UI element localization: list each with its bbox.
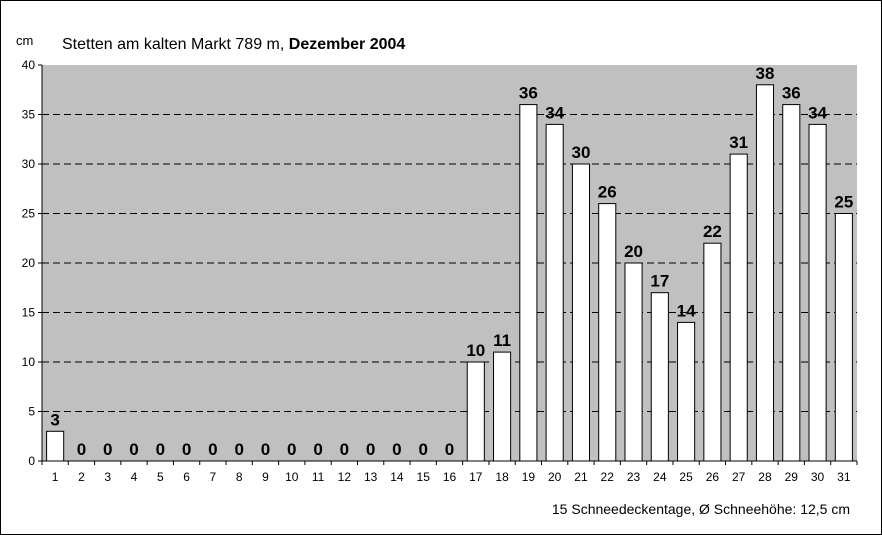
y-tick-label-30: 30 [22,157,36,171]
x-tick-label-31: 31 [837,470,851,484]
y-tick-label-25: 25 [22,207,36,221]
x-tick-label-17: 17 [469,470,483,484]
data-label-day-11: 0 [313,440,322,459]
y-tick-label-5: 5 [28,405,35,419]
chart-title: Stetten am kalten Markt 789 m, Dezember … [62,36,405,53]
chart-title-period: Dezember 2004 [289,36,406,53]
data-label-day-29: 36 [782,84,801,103]
data-label-day-13: 0 [366,440,375,459]
data-label-day-1: 3 [50,410,59,429]
x-tick-label-24: 24 [653,470,667,484]
x-tick-label-11: 11 [312,470,325,484]
grid-lines [42,114,857,412]
x-tick-label-9: 9 [262,470,269,484]
data-label-day-20: 34 [545,103,564,122]
data-label-day-23: 20 [624,242,643,261]
y-axis-unit-label: cm [16,33,33,48]
bar-day-24 [650,292,669,462]
y-tick-label-35: 35 [22,108,36,122]
x-tick-label-14: 14 [390,470,404,484]
bar-day-26 [703,242,722,462]
x-tick-label-1: 1 [52,470,59,484]
data-label-day-17: 10 [466,341,485,360]
x-tick-label-25: 25 [679,470,693,484]
x-tick-label-13: 13 [364,470,378,484]
x-tick-label-20: 20 [548,470,562,484]
y-tick-label-0: 0 [28,454,35,468]
y-tick-label-20: 20 [22,256,36,270]
data-label-day-3: 0 [103,440,112,459]
x-tick-label-30: 30 [811,470,825,484]
bar-day-18 [493,351,512,462]
x-tick-label-7: 7 [210,470,217,484]
x-tick-label-10: 10 [285,470,299,484]
data-label-day-16: 0 [445,440,454,459]
data-label-day-18: 11 [493,331,511,350]
data-label-day-6: 0 [182,440,191,459]
data-label-day-28: 38 [756,64,775,83]
data-label-day-4: 0 [129,440,138,459]
y-tick-label-40: 40 [22,58,36,72]
data-label-day-25: 14 [677,301,696,320]
data-label-day-27: 31 [729,133,748,152]
data-label-day-26: 22 [703,222,722,241]
data-label-day-24: 17 [650,272,669,291]
data-label-day-22: 26 [598,183,617,202]
data-label-day-2: 0 [77,440,86,459]
data-label-day-9: 0 [261,440,270,459]
data-label-day-21: 30 [571,143,590,162]
data-labels: 30 0 0 0 0 0 0 0 0 0 0 0 0 0 0101136343026201714223138… [50,64,853,459]
bar-day-17 [466,361,485,462]
bar-day-28 [755,84,775,462]
chart-title-main: Stetten am kalten Markt 789 m, [62,36,289,53]
data-label-day-19: 36 [519,84,538,103]
x-tick-label-19: 19 [522,470,536,484]
x-tick-label-29: 29 [785,470,799,484]
data-label-day-10: 0 [287,440,296,459]
x-tick-label-2: 2 [78,470,85,484]
data-label-day-14: 0 [392,440,401,459]
bar-day-27 [729,153,748,462]
y-tick-label-15: 15 [22,306,36,320]
bar-day-29 [782,104,801,462]
x-tick-label-28: 28 [758,470,772,484]
x-tick-label-22: 22 [601,470,615,484]
bar-day-23 [624,262,643,462]
x-tick-label-23: 23 [627,470,641,484]
bar-day-25 [677,321,696,462]
data-label-day-8: 0 [234,440,243,459]
x-tick-label-16: 16 [443,470,457,484]
x-tick-label-21: 21 [574,470,588,484]
x-tick-label-26: 26 [706,470,720,484]
data-label-day-15: 0 [418,440,427,459]
bar-day-30 [808,123,827,462]
bar-day-19 [519,104,538,462]
bar-day-21 [571,163,590,462]
bar-day-22 [598,203,617,462]
x-tick-label-15: 15 [417,470,431,484]
chart-footer-summary: 15 Schneedeckentage, Ø Schneehöhe: 12,5 … [552,501,850,517]
bar-day-31 [834,213,853,462]
x-tick-label-6: 6 [183,470,190,484]
data-label-day-30: 34 [808,103,827,122]
bar-day-20 [545,123,564,462]
x-tick-label-3: 3 [104,470,111,484]
data-label-day-7: 0 [208,440,217,459]
data-label-day-31: 25 [834,193,853,212]
bars [46,84,853,462]
x-tick-label-4: 4 [131,470,138,484]
data-label-day-5: 0 [156,440,165,459]
x-tick-label-27: 27 [732,470,746,484]
data-label-day-12: 0 [340,440,349,459]
y-tick-label-10: 10 [22,355,36,369]
bar-day-1 [46,430,65,462]
x-tick-label-18: 18 [495,470,509,484]
x-tick-label-5: 5 [157,470,164,484]
x-tick-label-12: 12 [338,470,352,484]
x-tick-label-8: 8 [236,470,243,484]
